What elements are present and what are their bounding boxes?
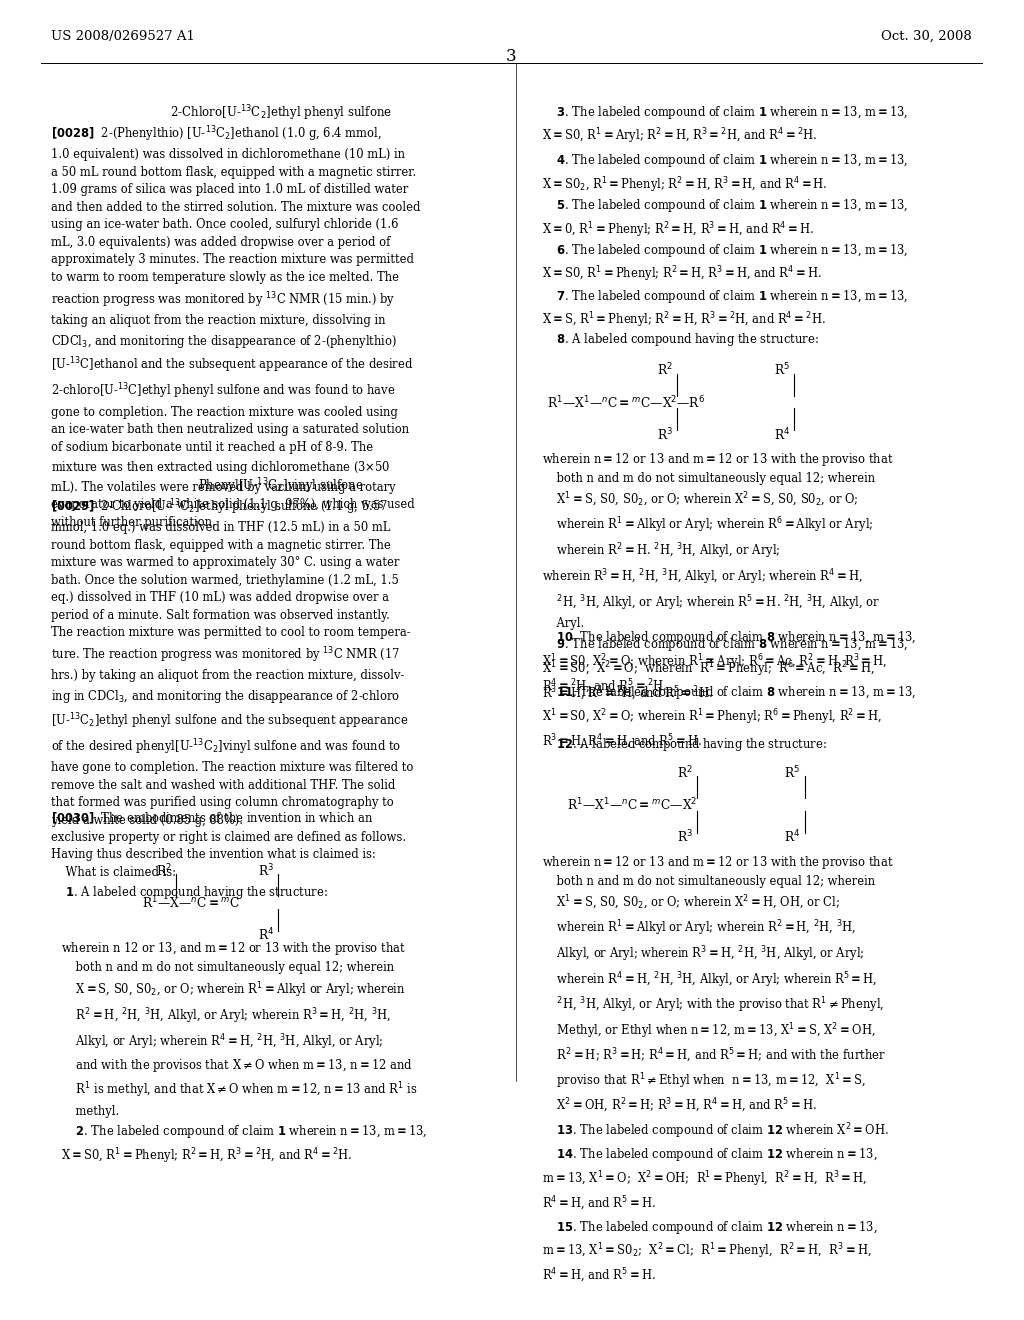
Text: R$^4$: R$^4$ (784, 829, 801, 846)
Text: R$^3$: R$^3$ (656, 426, 673, 444)
Text: R$^1$—X$^1$—$^n$C$\mathbf{=}^m$C—X$^2$: R$^1$—X$^1$—$^n$C$\mathbf{=}^m$C—X$^2$ (567, 797, 698, 813)
Text: 3: 3 (506, 49, 516, 65)
Text: $\bf{[0030]}$  The embodiments of the invention in which an
exclusive property o: $\bf{[0030]}$ The embodiments of the inv… (51, 810, 407, 902)
Text: R$^4$: R$^4$ (774, 426, 791, 444)
Text: $\bf{7}$. The labeled compound of claim $\bf{1}$ wherein n$\mathbf{=}$13, m$\mat: $\bf{7}$. The labeled compound of claim … (542, 288, 908, 330)
Text: R$^3$: R$^3$ (677, 829, 693, 846)
Text: R$^5$: R$^5$ (774, 362, 791, 379)
Text: wherein n$\mathbf{=}$12 or 13 and m$\mathbf{=}$12 or 13 with the proviso that
  : wherein n$\mathbf{=}$12 or 13 and m$\mat… (542, 854, 894, 1286)
Text: Oct. 30, 2008: Oct. 30, 2008 (881, 30, 972, 44)
Text: R$^4$: R$^4$ (258, 927, 274, 944)
Text: $\bf{3}$. The labeled compound of claim $\bf{1}$ wherein n$\mathbf{=}$13, m$\mat: $\bf{3}$. The labeled compound of claim … (542, 103, 908, 147)
Text: R$^5$: R$^5$ (784, 764, 801, 781)
Text: wherein n$\mathbf{=}$12 or 13 and m$\mathbf{=}$12 or 13 with the proviso that
  : wherein n$\mathbf{=}$12 or 13 and m$\mat… (542, 451, 908, 702)
Text: R$^1$—X—$^n$C$\mathbf{=}^m$C: R$^1$—X—$^n$C$\mathbf{=}^m$C (142, 895, 241, 911)
Text: $\bf{5}$. The labeled compound of claim $\bf{1}$ wherein n$\mathbf{=}$13, m$\mat: $\bf{5}$. The labeled compound of claim … (542, 197, 908, 239)
Text: $\bf{[0029]}$  2-Chloro[U-$^{13}$C$_2$]ethyl phenyl sulfone (1.1 g, 5.57
mmol, 1: $\bf{[0029]}$ 2-Chloro[U-$^{13}$C$_2$]et… (51, 496, 414, 826)
Text: $\bf{4}$. The labeled compound of claim $\bf{1}$ wherein n$\mathbf{=}$13, m$\mat: $\bf{4}$. The labeled compound of claim … (542, 152, 908, 194)
Text: R$^1$—X$^1$—$^n$C$\mathbf{=}^m$C—X$^2$—R$^6$: R$^1$—X$^1$—$^n$C$\mathbf{=}^m$C—X$^2$—R… (547, 395, 706, 411)
Text: $\bf{10}$. The labeled compound of claim $\bf{8}$ wherein n$\mathbf{=}$13, m$\ma: $\bf{10}$. The labeled compound of claim… (542, 630, 916, 696)
Text: R$^3$: R$^3$ (258, 862, 273, 879)
Text: $\bf{6}$. The labeled compound of claim $\bf{1}$ wherein n$\mathbf{=}$13, m$\mat: $\bf{6}$. The labeled compound of claim … (542, 242, 908, 284)
Text: $\bf{11}$. The labeled compound of claim $\bf{8}$ wherein n$\mathbf{=}$13, m$\ma: $\bf{11}$. The labeled compound of claim… (542, 685, 916, 751)
Text: wherein n 12 or 13, and m$\mathbf{=}$12 or 13 with the proviso that
    both n a: wherein n 12 or 13, and m$\mathbf{=}$12 … (61, 940, 428, 1166)
Text: $\bf{[0028]}$  2-(Phenylthio) [U-$^{13}$C$_2$]ethanol (1.0 g, 6.4 mmol,
1.0 equi: $\bf{[0028]}$ 2-(Phenylthio) [U-$^{13}$C… (51, 124, 421, 529)
Text: R$^2$: R$^2$ (677, 764, 693, 781)
Text: 2-Chloro[U-$^{13}$C$_2$]ethyl phenyl sulfone: 2-Chloro[U-$^{13}$C$_2$]ethyl phenyl sul… (170, 103, 392, 123)
Text: R$^2$: R$^2$ (656, 362, 673, 379)
Text: US 2008/0269527 A1: US 2008/0269527 A1 (51, 30, 195, 44)
Text: $\bf{8}$. A labeled compound having the structure:: $\bf{8}$. A labeled compound having the … (542, 331, 819, 348)
Text: R$^2$: R$^2$ (156, 862, 171, 879)
Text: Phenyl[U-$^{13}$C$_2$]vinyl sulfone: Phenyl[U-$^{13}$C$_2$]vinyl sulfone (199, 477, 365, 496)
Text: $\bf{12}$. A labeled compound having the structure:: $\bf{12}$. A labeled compound having the… (542, 737, 826, 754)
